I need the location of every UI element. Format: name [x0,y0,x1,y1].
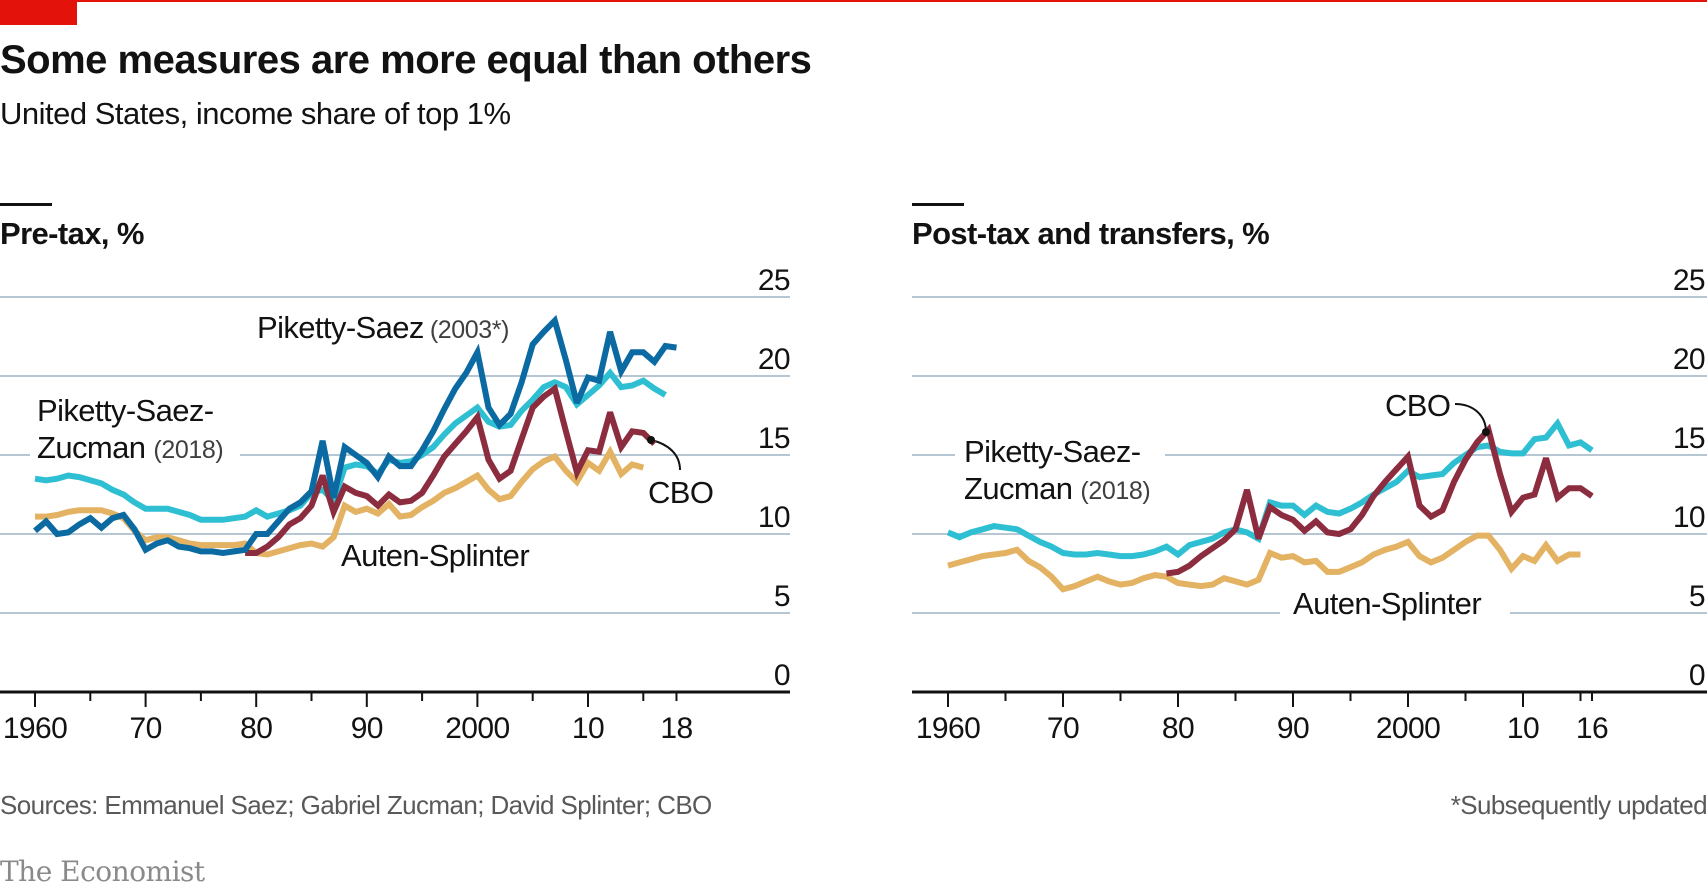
x-tick-label: 1960 [916,712,980,745]
right-panel-title: Post-tax and transfers, % [912,216,1270,251]
auten-splinter-label: Auten-Splinter [1293,586,1481,621]
piketty-saez-label-note: (2003*) [430,316,509,344]
psz-label-line1: Piketty-Saez- [37,393,214,428]
accent-red-tab [0,0,77,25]
series-line-piketty-saez [33,314,677,557]
chart-subtitle: United States, income share of top 1% [0,96,511,131]
x-tick-label: 18 [660,712,692,745]
x-tick-label: 2000 [1376,712,1440,745]
post-tax-chart: 0 5 10 15 20 25 Piketty-Saez- Zucman (2018) Au… [912,264,1707,745]
post-tax-labels: Piketty-Saez- Zucman (2018) Auten-Splinte… [955,388,1510,623]
pre-tax-series [33,314,677,558]
post-tax-series [946,417,1594,593]
post-tax-x-axis: 1960 70 80 90 2000 10 16 [912,690,1707,745]
x-tick-label: 1960 [3,712,67,745]
auten-label-mask [335,535,555,575]
x-tick-label: 90 [1277,712,1309,745]
cbo-label-mask [644,470,724,510]
economist-logo: The Economist [0,855,205,888]
series-line-auten-splinter [947,532,1581,593]
series-line-cbo [245,383,657,556]
psz-label-note: (2018) [1080,477,1150,505]
auten-splinter-label: Auten-Splinter [341,538,529,573]
x-tick-label: 90 [351,712,383,745]
cbo-pointer-line [1454,403,1487,433]
pre-tax-x-axis: 1960 70 80 90 2000 10 18 [0,690,790,745]
x-tick-label: 2000 [445,712,509,745]
y-tick-label: 0 [774,659,790,692]
cbo-pointer-dot [1482,428,1490,436]
x-tick-label: 16 [1576,712,1608,745]
y-tick-label: 5 [1689,580,1705,613]
series-line-psz [34,368,667,523]
series-line-cbo [1166,423,1594,577]
psz-label-mask [955,435,1165,515]
y-tick-label: 20 [758,343,790,376]
right-panel-rule [912,203,964,206]
pre-tax-chart: 0 5 10 15 20 25 Piketty-Saez- Zucman (2018) Au… [0,264,791,745]
auten-label-mask [1280,583,1510,623]
psz-label-note: (2018) [153,436,223,464]
psz-label-mask [30,395,240,475]
y-tick-label: 20 [1673,343,1705,376]
cbo-pointer-dot [647,436,655,444]
y-tick-label: 0 [1689,659,1705,692]
y-tick-label: 10 [758,501,790,534]
x-tick-label: 10 [572,712,604,745]
accent-top-line [0,0,1707,2]
y-tick-label: 15 [758,422,790,455]
footnote: *Subsequently updated [1450,790,1707,820]
x-tick-label: 70 [130,712,162,745]
x-tick-label: 10 [1507,712,1539,745]
y-tick-label: 10 [1673,501,1705,534]
psz-label-line2: Zucman (2018) [964,471,1150,506]
psz-label-name: Zucman [964,471,1072,506]
left-panel-rule [0,203,52,206]
psz-label-line2: Zucman (2018) [37,430,223,465]
piketty-saez-label-name: Piketty-Saez [257,310,424,345]
cbo-label: CBO [648,475,713,510]
y-tick-label: 15 [1673,422,1705,455]
x-tick-label: 80 [240,712,272,745]
cbo-label: CBO [1385,388,1450,423]
left-panel-title: Pre-tax, % [0,216,145,251]
y-tick-label: 25 [758,264,790,297]
pre-tax-labels: Piketty-Saez- Zucman (2018) Auten-Splinte… [30,310,724,575]
chart-title: Some measures are more equal than others [0,38,812,82]
y-tick-label: 5 [774,580,790,613]
x-tick-label: 70 [1047,712,1079,745]
y-tick-label: 25 [1673,264,1705,297]
psz-label-line1: Piketty-Saez- [964,434,1141,469]
series-line-psz [946,417,1594,560]
psz-label-name: Zucman [37,430,145,465]
piketty-saez-label: Piketty-Saez (2003*) [257,310,509,345]
x-tick-label: 80 [1162,712,1194,745]
source-note: Sources: Emmanuel Saez; Gabriel Zucman; … [0,790,712,820]
